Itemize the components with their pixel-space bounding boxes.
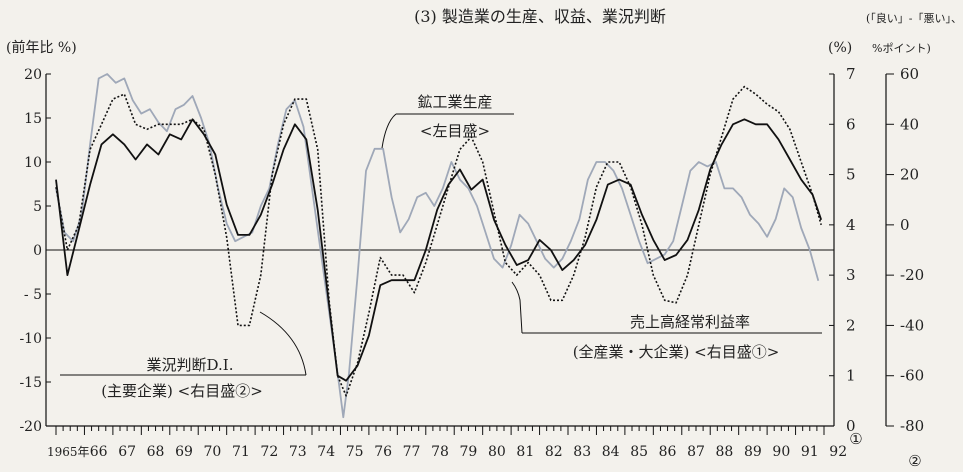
right1-axis-ticks: 7 6 5 4 3 2 1 0: [829, 65, 856, 435]
x-tick-label: 77: [403, 444, 421, 460]
x-tick-label: 67: [118, 444, 136, 460]
right2-tick-label: -60: [900, 367, 924, 385]
x-tick-label: 83: [573, 444, 591, 460]
x-tick-label: 75: [346, 444, 364, 460]
x-tick-label: 71: [232, 444, 250, 460]
left-tick-label: 5: [33, 199, 42, 215]
annotation-di-axis: (主要企業) <右目盛②>: [101, 382, 263, 400]
annotation-di-leader: [259, 311, 307, 376]
x-tick-label: 70: [204, 444, 222, 460]
x-tick-label: 78: [431, 444, 449, 460]
x-tick-label: 85: [630, 444, 648, 460]
right1-tick-label: 0: [846, 417, 856, 435]
x-tick-label: 82: [545, 444, 563, 460]
series-line-right1: [55, 118, 823, 382]
x-tick-label: 86: [659, 444, 677, 460]
right1-tick-label: 6: [846, 115, 856, 133]
x-tick-label: 79: [460, 444, 478, 460]
right1-tick-label: 3: [846, 266, 856, 284]
series-line-left: [55, 73, 820, 419]
right1-tick-label: 7: [846, 65, 856, 83]
left-tick-label: 10: [24, 155, 42, 171]
left-tick-label: -10: [19, 331, 42, 347]
right2-tick-label: 60: [900, 65, 919, 83]
right1-tick-label: 2: [846, 316, 856, 334]
annotation-profit-label: 売上高経常利益率: [630, 313, 750, 331]
x-tick-label: 89: [744, 444, 762, 460]
right1-tick-label: 4: [846, 216, 856, 234]
x-tick-label: 81: [516, 444, 534, 460]
right2-axis-unit-top: (「良い」-「悪い」、: [866, 11, 962, 25]
x-tick-label: 69: [175, 444, 193, 460]
x-tick-label: 73: [289, 444, 307, 460]
x-tick-label: 88: [716, 444, 734, 460]
right2-axis-ticks: 60 40 20 0 -20 -40 -60 -80: [886, 65, 924, 435]
x-tick-label: 68: [147, 444, 165, 460]
annotation-production-leader: [381, 113, 397, 149]
right2-axis-marker: ②: [908, 452, 921, 470]
right2-tick-label: 0: [900, 216, 910, 234]
x-tick-label: 74: [317, 444, 335, 460]
x-tick-label: 91: [801, 444, 819, 460]
x-tick-label: 90: [772, 444, 790, 460]
x-tick-label: 76: [374, 444, 392, 460]
x-tick-label: 1965年: [47, 445, 90, 459]
right1-tick-label: 1: [846, 367, 856, 385]
chart-title: (3) 製造業の生産、収益、業況判断: [414, 7, 666, 26]
x-tick-label: 84: [602, 444, 620, 460]
series-layer: [55, 73, 823, 419]
x-tick-label: 72: [260, 444, 278, 460]
annotation-production-label: 鉱工業生産: [417, 93, 492, 111]
right1-axis-unit: (%): [828, 40, 852, 56]
left-tick-label: - 5: [24, 287, 42, 303]
right2-tick-label: 20: [900, 166, 919, 184]
right2-tick-label: 40: [900, 115, 919, 133]
x-tick-label: 92: [829, 444, 847, 460]
right2-axis-unit-bottom: %ポイント): [872, 42, 931, 55]
annotation-di-label: 業況判断D.I.: [147, 356, 234, 374]
annotation-profit-axis: (全産業・大企業) <右目盛①>: [573, 343, 780, 361]
right1-tick-label: 5: [846, 166, 856, 184]
left-axis-ticks: 20 15 10 5 0 - 5 -10 -15 -20: [19, 67, 51, 435]
right1-axis-marker: ①: [849, 430, 862, 448]
series-line-right2: [55, 85, 822, 397]
x-tick-label: 87: [687, 444, 705, 460]
left-tick-label: 20: [24, 67, 42, 83]
right2-tick-label: -80: [900, 417, 924, 435]
annotation-production-axis: <左目盛>: [420, 122, 490, 140]
left-axis-unit: (前年比 %): [6, 39, 77, 56]
left-tick-label: -15: [19, 375, 42, 391]
x-tick-label: 80: [488, 444, 506, 460]
annotation-profit-leader: [511, 281, 523, 334]
left-tick-label: 0: [33, 243, 42, 259]
x-tick-label: 66: [90, 444, 108, 460]
right2-tick-label: -40: [900, 316, 924, 334]
left-tick-label: -20: [19, 419, 42, 435]
left-tick-label: 15: [24, 111, 42, 127]
x-axis-ticks: 1965年 66 67 68 69 70 71 72 73 74 75 76 77 78 79 80 81 82 8…: [47, 426, 847, 460]
right2-tick-label: -20: [900, 266, 924, 284]
